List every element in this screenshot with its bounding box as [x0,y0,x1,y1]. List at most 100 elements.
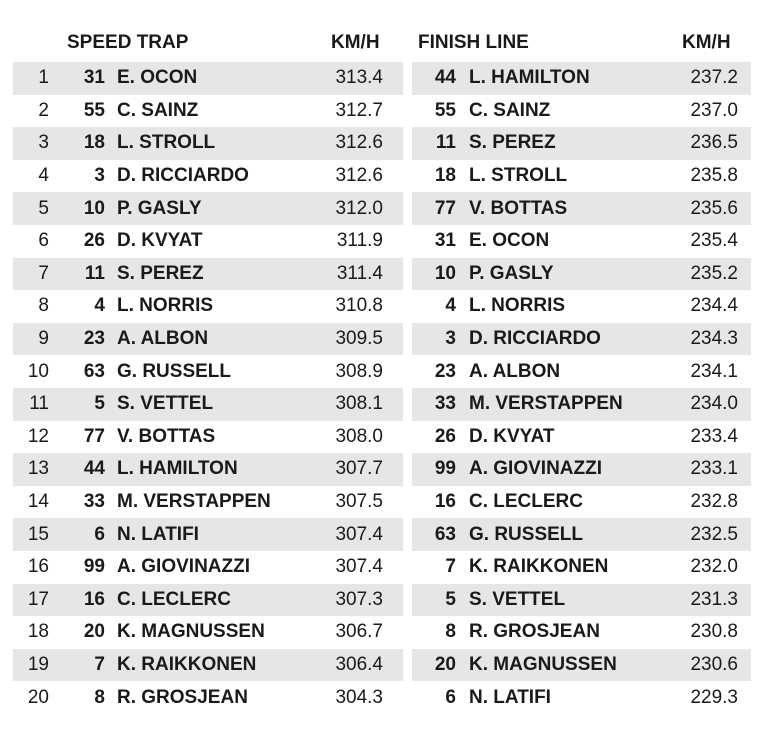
position-cell: 10 [27,360,49,382]
car-number-cell: 33 [83,491,105,513]
table-row: 4 L. NORRIS 234.4 [412,290,751,323]
car-number-cell: 10 [434,262,456,284]
finish-line-rows: 44 L. HAMILTON 237.2 55 C. SAINZ 237.0 11 S. PE… [412,62,751,714]
speed-cell: 307.5 [335,491,383,513]
driver-name-cell: P. GASLY [117,197,202,219]
position-cell: 20 [27,686,49,708]
driver-name-cell: E. OCON [469,230,550,252]
car-number-cell: 11 [84,262,105,284]
speed-cell: 312.7 [335,99,383,121]
table-row: 16 C. LECLERC 232.8 [412,486,751,519]
car-number-cell: 5 [94,393,105,415]
position-cell: 19 [27,653,49,675]
driver-name-cell: C. LECLERC [117,588,231,610]
driver-name-cell: A. ALBON [469,360,561,382]
speed-cell: 309.5 [335,328,383,350]
table-row: 7 K. RAIKKONEN 232.0 [412,551,751,584]
car-number-cell: 16 [434,491,456,513]
table-row: 99 A. GIOVINAZZI 233.1 [412,453,751,486]
driver-name-cell: V. BOTTAS [469,197,568,219]
speed-cell: 235.4 [690,230,738,252]
finish-line-title: FINISH LINE [418,32,529,53]
table-row: 11 5 S. VETTEL 308.1 [13,387,403,421]
table-row: 8 R. GROSJEAN 230.8 [412,616,751,649]
speed-cell: 312.0 [335,197,383,219]
speed-cell: 307.4 [335,556,383,578]
speed-cell: 233.4 [690,425,738,447]
speed-cell: 310.8 [335,295,383,317]
speed-trap-rows: 1 31 E. OCON 313.4 2 55 C. SAINZ 312.7 3 18 L. STR… [13,62,403,714]
driver-name-cell: K. RAIKKONEN [117,653,257,675]
driver-name-cell: D. KVYAT [469,425,555,447]
driver-name-cell: A. GIOVINAZZI [117,556,250,578]
finish-line-unit: KM/H [682,32,731,53]
table-row: 10 P. GASLY 235.2 [412,257,751,291]
car-number-cell: 63 [83,360,105,382]
driver-name-cell: L. HAMILTON [469,67,590,89]
driver-name-cell: G. RUSSELL [469,523,584,545]
driver-name-cell: D. RICCIARDO [469,328,601,350]
position-cell: 3 [38,132,49,154]
table-row: 6 26 D. KVYAT 311.9 [13,225,403,258]
position-cell: 2 [38,99,49,121]
driver-name-cell: L. STROLL [469,165,568,187]
table-row: 5 10 P. GASLY 312.0 [13,192,403,225]
position-cell: 16 [27,556,49,578]
table-row: 16 99 A. GIOVINAZZI 307.4 [13,551,403,584]
speed-cell: 232.8 [690,491,738,513]
finish-line-header: FINISH LINE KM/H [412,24,751,62]
table-row: 18 L. STROLL 235.8 [412,160,751,193]
car-number-cell: 3 [94,165,105,187]
driver-name-cell: S. VETTEL [469,588,566,610]
table-row: 12 77 V. BOTTAS 308.0 [13,421,403,454]
speed-trap-title: SPEED TRAP [67,32,189,53]
speed-cell: 306.7 [335,621,383,643]
car-number-cell: 26 [83,230,105,252]
car-number-cell: 99 [83,556,105,578]
speed-cell: 235.2 [690,262,738,284]
speed-cell: 308.1 [335,393,383,415]
table-row: 8 4 L. NORRIS 310.8 [13,290,403,323]
driver-name-cell: D. KVYAT [117,230,203,252]
speed-cell: 304.3 [335,686,383,708]
table-row: 55 C. SAINZ 237.0 [412,95,751,128]
position-cell: 5 [38,197,49,219]
table-row: 26 D. KVYAT 233.4 [412,421,751,454]
driver-name-cell: C. SAINZ [469,99,551,121]
position-cell: 9 [38,328,49,350]
table-row: 4 3 D. RICCIARDO 312.6 [13,160,403,193]
driver-name-cell: M. VERSTAPPEN [117,491,271,513]
driver-name-cell: K. MAGNUSSEN [117,621,265,643]
speed-cell: 237.0 [690,99,738,121]
driver-name-cell: S. PEREZ [469,132,556,154]
table-row: 6 N. LATIFI 229.3 [412,681,751,714]
car-number-cell: 8 [445,621,456,643]
driver-name-cell: N. LATIFI [117,523,199,545]
table-row: 14 33 M. VERSTAPPEN 307.5 [13,486,403,519]
speed-cell: 307.3 [335,588,383,610]
driver-name-cell: K. RAIKKONEN [469,556,609,578]
table-row: 5 S. VETTEL 231.3 [412,583,751,617]
driver-name-cell: R. GROSJEAN [469,621,600,643]
speed-cell: 234.0 [690,393,738,415]
speed-cell: 312.6 [335,132,383,154]
table-row: 63 G. RUSSELL 232.5 [412,518,751,551]
car-number-cell: 7 [94,653,105,675]
driver-name-cell: G. RUSSELL [117,360,232,382]
position-cell: 4 [38,165,49,187]
speed-cell: 234.3 [690,328,738,350]
speed-cell: 236.5 [690,132,738,154]
car-number-cell: 44 [83,458,105,480]
speed-cell: 235.6 [690,197,738,219]
table-row: 13 44 L. HAMILTON 307.7 [13,453,403,486]
position-cell: 11 [29,393,49,415]
speed-cell: 308.0 [335,425,383,447]
car-number-cell: 77 [83,425,105,447]
position-cell: 8 [38,295,49,317]
car-number-cell: 31 [434,230,456,252]
speed-cell: 237.2 [690,67,738,89]
position-cell: 18 [27,621,49,643]
driver-name-cell: N. LATIFI [469,686,551,708]
car-number-cell: 3 [445,328,456,350]
position-cell: 1 [38,67,49,89]
